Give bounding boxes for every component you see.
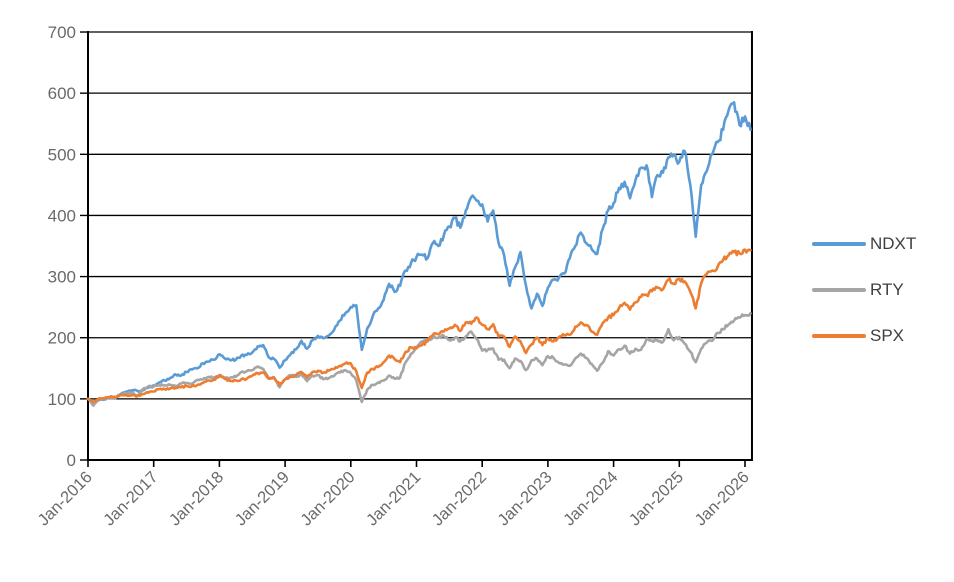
ndxt-line-swatch (812, 242, 866, 246)
x-axis-label: Jan-2017 (100, 468, 161, 529)
y-axis-label: 0 (67, 451, 76, 470)
x-axis-label: Jan-2018 (166, 468, 227, 529)
x-axis-label: Jan-2020 (297, 468, 358, 529)
ndxt-series-line (86, 101, 752, 406)
y-axis-label: 200 (48, 329, 76, 348)
y-axis-label: 400 (48, 206, 76, 225)
rty-series-line (86, 312, 752, 407)
legend-label-ndxt: NDXT (870, 234, 917, 253)
legend-label-spx: SPX (870, 326, 905, 345)
y-axis-labels: 0 100 200 300 400 500 600 700 (48, 23, 76, 470)
x-axis-label: Jan-2025 (626, 468, 687, 529)
legend-label-rty: RTY (870, 280, 904, 299)
x-axis-label: Jan-2024 (560, 468, 621, 529)
y-axis-label: 600 (48, 84, 76, 103)
x-axis-label: Jan-2021 (363, 468, 424, 529)
y-axis-label: 500 (48, 145, 76, 164)
legend-item-spx: SPX (812, 313, 916, 359)
legend: NDXT RTY SPX (812, 221, 916, 359)
spx-series-line (86, 248, 752, 404)
y-axis-label: 300 (48, 268, 76, 287)
gridlines (88, 31, 752, 400)
x-axis-label: Jan-2016 (34, 468, 95, 529)
rty-line-swatch (812, 288, 866, 292)
x-axis-labels: Jan-2016 Jan-2017 Jan-2018 Jan-2019 Jan-2020… (34, 468, 752, 529)
data-series-lines (86, 101, 752, 407)
x-axis-label: Jan-2019 (232, 468, 293, 529)
y-axis-label: 700 (48, 23, 76, 42)
spx-line-swatch (812, 334, 866, 338)
y-axis-label: 100 (48, 390, 76, 409)
axis-ticks (80, 31, 746, 467)
x-axis-label: Jan-2026 (691, 468, 752, 529)
x-axis-label: Jan-2023 (494, 468, 555, 529)
legend-item-ndxt: NDXT (812, 221, 916, 267)
x-axis-label: Jan-2022 (429, 468, 490, 529)
axes (87, 31, 753, 461)
legend-item-rty: RTY (812, 267, 916, 313)
